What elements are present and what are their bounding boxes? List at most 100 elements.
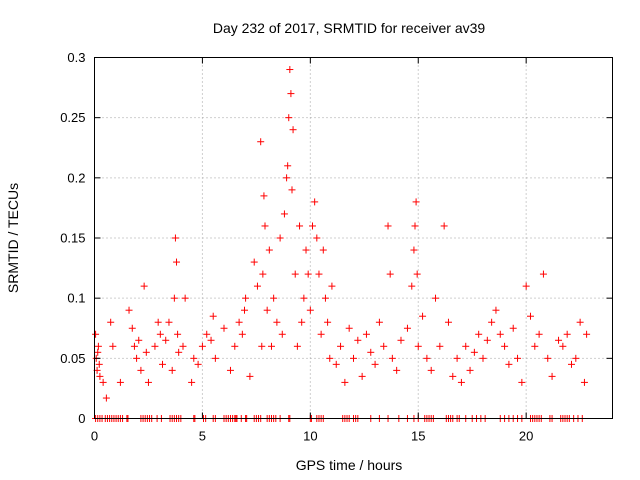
data-point [576,318,584,326]
grid-layer [94,57,613,419]
data-point [130,342,138,350]
y-tick-label: 0.05 [60,351,85,366]
data-point [276,234,284,242]
data-point [283,174,291,182]
data-point [102,394,110,402]
data-point [235,318,243,326]
data-point [99,378,107,386]
data-point [140,282,148,290]
data-point [319,246,327,254]
data-point [393,366,401,374]
data-point [350,354,357,362]
data-point [174,330,182,338]
data-point [128,324,136,332]
data-point [475,330,483,338]
data-point [304,270,312,278]
data-point [300,294,308,302]
data-point [203,330,211,338]
y-tick-label: 0 [78,411,85,426]
data-point [154,318,162,326]
data-point [181,294,189,302]
chart-title: Day 232 of 2017, SRMTID for receiver av3… [213,20,486,36]
data-point [317,330,325,338]
data-point [354,336,362,344]
data-point [287,90,295,98]
points-layer [92,66,591,422]
x-tick-label: 10 [303,429,317,444]
data-point [198,342,206,350]
data-point [291,270,299,278]
data-point [432,294,440,302]
y-axis-label: SRMTID / TECUs [5,183,21,293]
data-point [332,360,340,368]
data-point [158,360,166,368]
data-point [341,378,349,386]
data-point [293,342,301,350]
data-point [509,324,517,332]
data-point [397,336,405,344]
data-point [250,258,258,266]
data-point [583,330,591,338]
data-point [526,312,534,320]
data-point [261,222,269,230]
data-point [559,342,567,350]
data-point [156,330,164,338]
data-point [302,246,310,254]
data-point [211,354,219,362]
data-point [280,210,288,218]
data-point [388,354,396,362]
data-point [453,354,461,362]
data-point [165,318,173,326]
data-point [371,360,379,368]
data-point [522,282,530,290]
y-tick-label: 0.2 [67,170,85,185]
data-point [246,372,254,380]
y-tick-label: 0.3 [67,50,85,65]
data-point [253,282,261,290]
data-point [137,366,145,374]
data-point [220,324,228,332]
data-point [362,330,370,338]
data-point [260,192,268,200]
data-point [171,234,179,242]
x-tick-label: 15 [411,429,425,444]
data-point [125,306,133,314]
data-point [326,354,334,362]
data-point [414,342,422,350]
data-point [555,336,563,344]
data-point [449,372,457,380]
data-point [207,336,215,344]
data-point [345,324,353,332]
data-point [321,294,329,302]
data-point [358,372,366,380]
data-point [284,162,292,170]
data-point [259,270,267,278]
x-tick-label: 5 [199,429,206,444]
data-point [133,354,141,362]
data-point [257,138,265,146]
data-point [298,318,306,326]
data-point [444,318,452,326]
data-point [311,198,319,206]
data-point [386,270,394,278]
data-point [572,354,580,362]
x-axis-label: GPS time / hours [296,457,403,473]
data-point [315,270,323,278]
data-point [384,222,392,230]
x-tick-label: 20 [519,429,533,444]
data-point [107,318,115,326]
data-point [483,336,491,344]
data-point [92,330,100,338]
data-point [423,354,431,362]
data-point [514,354,522,362]
data-point [539,270,547,278]
data-point [308,222,316,230]
data-point [470,348,478,356]
data-point [173,258,181,266]
data-point [466,366,474,374]
data-point [419,312,427,320]
data-point [296,222,304,230]
data-point [457,378,465,386]
data-point [95,360,103,368]
